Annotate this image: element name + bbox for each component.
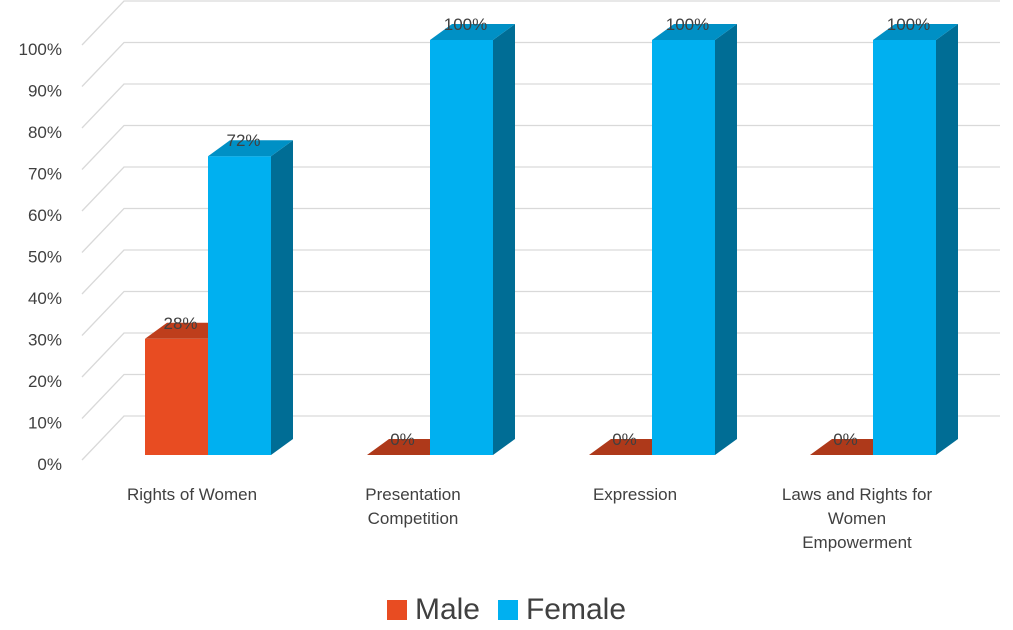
y-tick-label: 80% [28,123,62,142]
x-tick-label: Rights of Women [92,483,292,507]
data-label: 72% [226,131,260,150]
y-tick-label: 50% [28,248,62,267]
bar-top [208,140,293,157]
bar-front [430,40,493,455]
bar-front [145,338,208,455]
gridline [81,83,1000,129]
data-label: 28% [163,314,197,333]
data-label: 0% [390,430,415,449]
bar-side [493,24,515,455]
y-tick-label: 60% [28,206,62,225]
legend-label-female: Female [525,593,627,626]
bars [145,24,958,455]
x-tick-label: Laws and Rights for Women Empowerment [757,483,957,555]
bar-top [652,24,737,40]
bar-front [208,156,271,455]
y-tick-label: 20% [28,372,62,391]
bar-female [873,24,958,455]
x-tick-label-line: Laws and Rights for [781,485,933,504]
legend-label-male: Male [414,593,480,626]
bar-front [652,40,715,455]
y-tick-label: 40% [28,289,62,308]
data-label: 0% [612,430,637,449]
legend: Male Female [0,590,1013,630]
data-label: 100% [887,15,930,34]
data-labels: 28% 72% 0% 100% 0% 100% 0% 100% [163,15,930,449]
bar-female [430,24,515,455]
data-label: 100% [666,15,709,34]
data-label: 100% [444,15,487,34]
y-axis-ticks: 0% 10% 20% 30% 40% 50% 60% 70% 80% 90% 100% [19,40,62,474]
x-tick-label-line: Women [827,509,887,528]
bar-side [271,140,293,455]
y-tick-label: 90% [28,82,62,101]
legend-item-male: Male [386,593,480,627]
bar-side [936,24,958,455]
x-tick-label-line: Empowerment [802,533,912,552]
y-tick-label: 30% [28,331,62,350]
gridline [81,41,1000,87]
x-tick-label-line: Rights of Women [126,485,258,504]
y-tick-label: 100% [19,40,62,59]
bar-female [652,24,737,455]
legend-swatch-male [386,600,407,620]
y-tick-label: 10% [28,414,62,433]
x-tick-label: Expression [535,483,735,507]
bar-female [208,140,293,455]
x-tick-label-line: Presentation [365,485,461,504]
x-tick-label-line: Competition [367,509,459,528]
legend-swatch-female [497,600,518,620]
data-label: 0% [833,430,858,449]
x-tick-label: Presentation Competition [313,483,513,531]
bar-top [873,24,958,40]
x-tick-label-line: Expression [592,485,678,504]
y-tick-label: 0% [37,455,62,474]
legend-item-female: Female [497,593,627,627]
bar-side [715,24,737,455]
bar-front [873,40,936,455]
y-tick-label: 70% [28,165,62,184]
bar-top [430,24,515,40]
gridline [81,0,1000,46]
